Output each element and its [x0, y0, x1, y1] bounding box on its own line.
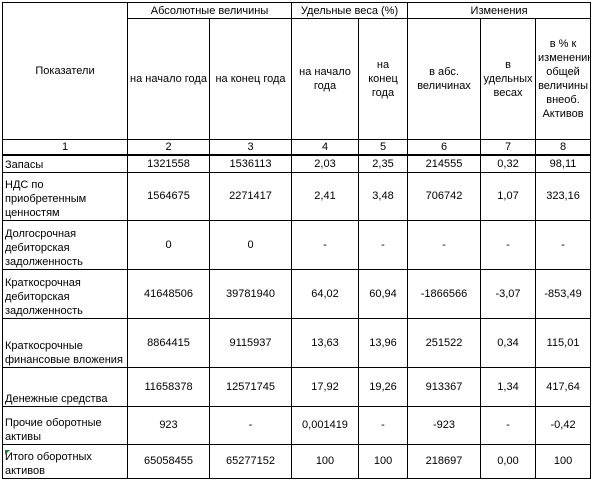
cell-value: - [480, 219, 537, 270]
column-number: 7 [480, 139, 537, 156]
assets-table: Показатели Абсолютные величины Удельные … [2, 2, 592, 479]
column-number: 6 [407, 139, 482, 156]
row-name: Краткосрочная дебиторская задолженность [2, 268, 128, 319]
cell-value: 218697 [407, 443, 482, 479]
cell-value: 115,01 [535, 317, 592, 368]
table-row: Прочие оборотные активы 923 - 0,001419 -… [2, 405, 592, 445]
cell-value: 706742 [407, 171, 482, 221]
header-change-percent: в % к изменению общей величины внеоб. Ак… [535, 18, 592, 140]
column-number: 2 [127, 139, 210, 156]
header-group-absolute: Абсолютные величины [127, 2, 292, 19]
cell-value: 100 [291, 443, 359, 479]
cell-value: 13,63 [291, 317, 359, 368]
table-row-total: Итого оборотных активов 65058455 6527715… [2, 443, 592, 479]
cell-value: 64,02 [291, 268, 359, 319]
cell-value: 2271417 [209, 171, 292, 221]
cell-value: 2,41 [291, 171, 359, 221]
cell-value: -853,49 [535, 268, 592, 319]
cell-value: 65277152 [209, 443, 292, 479]
table-row: НДС по приобретенным ценностям 1564675 2… [2, 171, 592, 221]
cell-value: 100 [357, 443, 409, 479]
cell-value: 0,32 [480, 154, 537, 173]
cell-value: 1564675 [127, 171, 210, 221]
column-number: 5 [357, 139, 409, 156]
header-share-end: на конец года [357, 18, 409, 140]
row-name: Долгосрочная дебиторская задолженность [2, 219, 128, 270]
cell-value: 0,001419 [291, 405, 359, 445]
cell-value: 100 [535, 443, 592, 479]
cell-value: 214555 [407, 154, 482, 173]
row-name: Денежные средства [2, 366, 128, 407]
table-row: Долгосрочная дебиторская задолженность 0… [2, 219, 592, 270]
cell-value: 251522 [407, 317, 482, 368]
table-row: Денежные средства 11658378 12571745 17,9… [2, 366, 592, 407]
row-name-text: Итого оборотных активов [5, 450, 92, 477]
cell-marker [5, 449, 10, 455]
column-number: 4 [291, 139, 359, 156]
table-row: Запасы 1321558 1536113 2,03 2,35 214555 … [2, 154, 592, 173]
header-abs-end: на конец года [209, 18, 292, 140]
table-row: Краткосрочная дебиторская задолженность … [2, 268, 592, 319]
cell-value: - [209, 405, 292, 445]
cell-value: - [357, 405, 409, 445]
row-name: Краткосрочные финансовые вложения [2, 317, 128, 368]
cell-value: - [291, 219, 359, 270]
header-share-start: на начало года [291, 18, 359, 140]
cell-value: 417,64 [535, 366, 592, 407]
cell-value: 17,92 [291, 366, 359, 407]
cell-value: 0 [127, 219, 210, 270]
cell-value: 8864415 [127, 317, 210, 368]
cell-value: 323,16 [535, 171, 592, 221]
row-name: НДС по приобретенным ценностям [2, 171, 128, 221]
cell-value: 41648506 [127, 268, 210, 319]
cell-value: 1,07 [480, 171, 537, 221]
cell-value: 0,00 [480, 443, 537, 479]
header-group-shares: Удельные веса (%) [290, 2, 409, 19]
header-indicators: Показатели [2, 2, 128, 140]
cell-value: - [480, 405, 537, 445]
cell-value: - [407, 219, 482, 270]
cell-value: -3,07 [480, 268, 537, 319]
cell-value: 923 [127, 405, 210, 445]
header-change-abs: в абс. величинах [407, 18, 482, 140]
cell-value: 0 [209, 219, 292, 270]
column-number: 1 [2, 139, 128, 156]
cell-value: 2,35 [357, 154, 409, 173]
header-change-share: в удельных весах [480, 18, 537, 140]
cell-value: 9115937 [209, 317, 292, 368]
cell-value: 3,48 [357, 171, 409, 221]
cell-value: -1866566 [407, 268, 482, 319]
cell-value: 19,26 [357, 366, 409, 407]
cell-value: 12571745 [209, 366, 292, 407]
cell-value: 13,96 [357, 317, 409, 368]
cell-value: - [535, 219, 592, 270]
header-group-changes: Изменения [407, 2, 592, 19]
column-number: 3 [209, 139, 292, 156]
row-name: Прочие оборотные активы [2, 405, 128, 445]
column-number: 8 [535, 139, 592, 156]
header-abs-start: на начало года [127, 18, 210, 140]
cell-value: - [357, 219, 409, 270]
cell-value: 1321558 [127, 154, 210, 173]
cell-value: 2,03 [291, 154, 359, 173]
cell-value: -0,42 [535, 405, 592, 445]
cell-value: 913367 [407, 366, 482, 407]
row-name: Запасы [2, 154, 128, 173]
cell-value: 98,11 [535, 154, 592, 173]
row-name: Итого оборотных активов [2, 443, 128, 479]
cell-value: 0,34 [480, 317, 537, 368]
cell-value: 11658378 [127, 366, 210, 407]
cell-value: 1,34 [480, 366, 537, 407]
cell-value: 65058455 [127, 443, 210, 479]
cell-value: 1536113 [209, 154, 292, 173]
cell-value: 60,94 [357, 268, 409, 319]
cell-value: 39781940 [209, 268, 292, 319]
cell-value: -923 [407, 405, 482, 445]
table-row: Краткосрочные финансовые вложения 886441… [2, 317, 592, 368]
